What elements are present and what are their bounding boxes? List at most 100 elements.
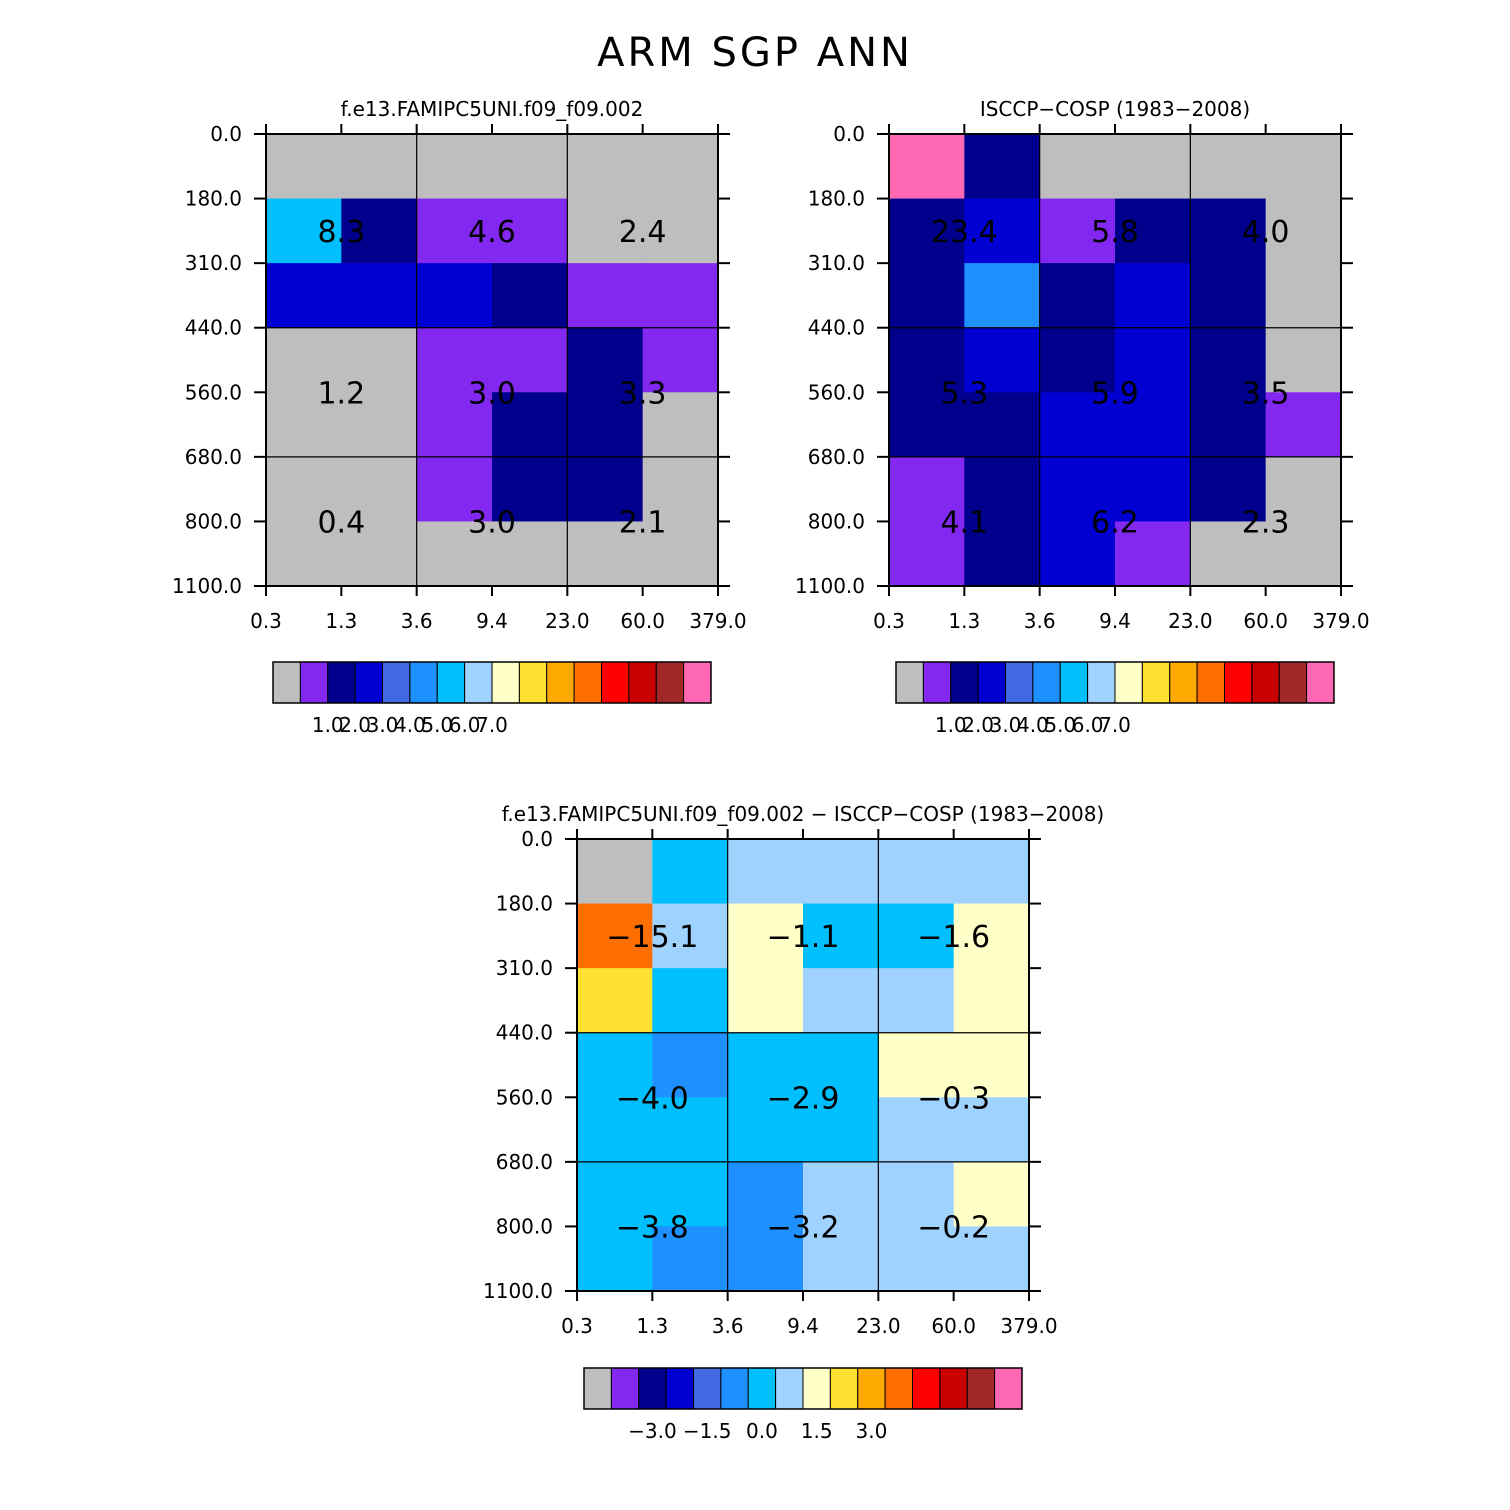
- colorbar-box: [1059, 661, 1089, 704]
- x-tick-label: 3.6: [1024, 609, 1056, 633]
- heatmap-cell: [1115, 263, 1191, 329]
- x-tick-label: 379.0: [1312, 609, 1369, 633]
- heatmap-cell: [964, 263, 1041, 329]
- heatmap-cell: [266, 263, 342, 329]
- heatmap-cell: [1115, 134, 1191, 200]
- x-tick-label: 0.3: [250, 609, 282, 633]
- x-tick-label: 0.3: [561, 1314, 593, 1338]
- x-tick-label: 9.4: [476, 609, 508, 633]
- colorbar-box: [884, 1367, 913, 1410]
- heatmap-cell: [341, 327, 418, 393]
- y-tick-label: 800.0: [808, 509, 865, 533]
- colorbar-box: [977, 661, 1006, 704]
- block-value-label: 2.3: [1242, 505, 1290, 540]
- heatmap-cell: [492, 198, 568, 264]
- heatmap-cell: [953, 839, 1030, 905]
- heatmap-cell: [266, 327, 342, 393]
- block-value-label: 23.4: [931, 215, 998, 250]
- panel-title: ISCCP−COSP (1983−2008): [980, 97, 1250, 121]
- x-tick-label: 23.0: [545, 609, 590, 633]
- y-tick-label: 180.0: [808, 187, 865, 211]
- panel-title: f.e13.FAMIPC5UNI.f09_f09.002: [341, 97, 644, 121]
- x-tick-label: 60.0: [1243, 609, 1288, 633]
- heatmap-cell: [567, 392, 644, 458]
- heatmap-cell: [889, 327, 965, 393]
- block-value-label: −4.0: [616, 1081, 689, 1116]
- heatmap-cell: [1115, 456, 1191, 523]
- heatmap-cell: [567, 198, 644, 264]
- heatmap-cell: [889, 456, 965, 523]
- heatmap-cell: [878, 968, 955, 1034]
- heatmap-panel-2: ISCCP−COSP (1983−2008) 0.3 1.3 3.6 9.4 23.0 60…: [795, 97, 1370, 737]
- heatmap-cell: [642, 456, 719, 523]
- block-value-label: 4.1: [940, 505, 988, 540]
- heatmap-cell: [652, 1032, 729, 1098]
- colorbar-label: 7.0: [476, 713, 508, 737]
- y-tick-label: 1100.0: [483, 1279, 553, 1303]
- x-tick-label: 9.4: [1099, 609, 1131, 633]
- heatmap-cell: [567, 521, 644, 587]
- block-value-label: 4.6: [468, 215, 516, 250]
- heatmap-cell: [953, 903, 1030, 969]
- heatmap-cell: [1039, 134, 1116, 200]
- heatmap-cell: [727, 968, 804, 1034]
- heatmap-cell: [266, 134, 342, 200]
- heatmap-cell: [652, 839, 729, 905]
- heatmap-cell: [492, 521, 568, 587]
- colorbar-label: 3.0: [856, 1419, 888, 1443]
- colorbar: −3.0 −1.5 0.0 1.5 3.0: [583, 1367, 1023, 1443]
- x-tick-label: 60.0: [931, 1314, 976, 1338]
- x-tick-label: 1.3: [325, 609, 357, 633]
- heatmap-cell: [1039, 521, 1116, 587]
- x-tick-label: 23.0: [1168, 609, 1213, 633]
- block-value-label: −3.8: [616, 1210, 689, 1245]
- block-value-label: −1.6: [917, 920, 990, 955]
- heatmap-cell: [1265, 327, 1342, 393]
- colorbar-box: [1224, 661, 1253, 704]
- colorbar-label: 1.5: [801, 1419, 833, 1443]
- colorbar-box: [354, 661, 383, 704]
- heatmap-cell: [577, 903, 653, 969]
- block-value-label: −0.2: [917, 1210, 990, 1245]
- colorbar-label: 3.0: [367, 713, 399, 737]
- heatmap-cell: [964, 521, 1041, 587]
- heatmap-cell: [803, 903, 879, 969]
- colorbar-box: [299, 661, 329, 704]
- block-value-label: 5.8: [1091, 215, 1139, 250]
- heatmap-cell: [878, 1097, 955, 1163]
- heatmap-cell: [878, 1161, 955, 1228]
- heatmap-cell: [416, 263, 493, 329]
- block-value-label: 4.0: [1242, 215, 1290, 250]
- x-tick-label: 9.4: [787, 1314, 819, 1338]
- heatmap-cell: [964, 456, 1041, 523]
- x-tick-label: 23.0: [856, 1314, 901, 1338]
- heatmap-cell: [1265, 392, 1342, 458]
- heatmap-cell: [953, 968, 1030, 1034]
- heatmap-cell: [953, 1032, 1030, 1098]
- heatmap-cell: [266, 392, 342, 458]
- heatmap-cell: [727, 839, 804, 905]
- heatmap-cell: [652, 1097, 729, 1163]
- heatmap-cell: [1039, 456, 1116, 523]
- heatmap-cell: [964, 134, 1041, 200]
- heatmap-cell: [803, 1032, 879, 1098]
- heatmap-cell: [964, 198, 1041, 264]
- block-value-label: −15.1: [606, 920, 698, 955]
- heatmap-cell: [1115, 327, 1191, 393]
- block-value-label: −1.1: [767, 920, 840, 955]
- block-value-label: 0.4: [317, 505, 365, 540]
- colorbar-box: [1306, 661, 1335, 704]
- y-tick-label: 560.0: [808, 380, 865, 404]
- heatmap-cell: [889, 521, 965, 587]
- heatmap-cell: [577, 1161, 653, 1228]
- x-tick-label: 3.6: [712, 1314, 744, 1338]
- heatmap-cell: [652, 1226, 729, 1292]
- colorbar-label: 3.0: [990, 713, 1022, 737]
- colorbar-box: [950, 661, 979, 704]
- heatmap-cell: [1190, 392, 1267, 458]
- heatmap-cell: [577, 1226, 653, 1292]
- x-tick-label: 0.3: [873, 609, 905, 633]
- heatmap-cell: [642, 521, 719, 587]
- heatmap-cell: [416, 198, 493, 264]
